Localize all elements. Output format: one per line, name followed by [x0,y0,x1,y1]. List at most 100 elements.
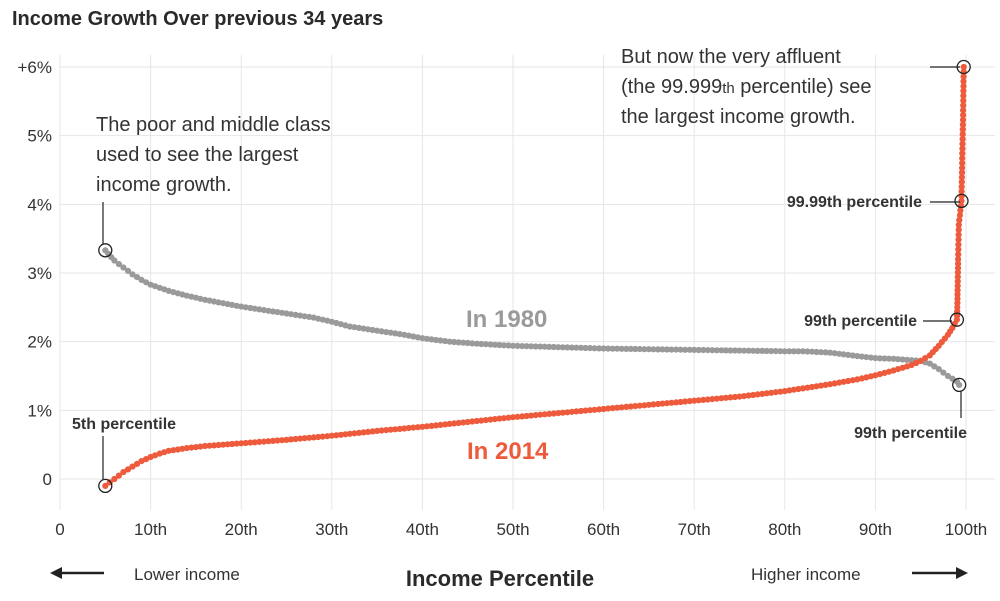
data-point [614,404,621,411]
data-point [242,304,249,311]
data-point [115,472,122,479]
data-point [650,401,657,408]
footer: Lower income Income Percentile Higher in… [50,565,968,591]
data-point [922,355,929,362]
annotation-affluent-line-2-post: percentile) see [735,76,872,98]
footer-lower-income: Lower income [134,565,240,584]
data-point [677,398,684,406]
data-point [845,377,852,385]
data-point [745,347,752,354]
data-point [955,256,962,263]
data-point [351,324,358,331]
data-point [704,347,711,354]
data-point [478,417,485,424]
data-point [546,343,553,350]
data-point [428,422,435,429]
annotation-affluent-line-2: (the 99.999th percentile) see [621,76,871,98]
data-point [854,353,861,360]
data-point [799,385,807,392]
data-point [627,403,634,410]
data-point [673,399,680,406]
annotation-poor-middle-line-3: income growth. [96,174,232,196]
data-point [727,347,734,354]
data-point [577,344,585,351]
data-point [491,341,498,348]
data-point [867,354,875,361]
data-point [956,212,964,219]
data-point [256,438,263,445]
data-point [609,405,616,412]
data-point [528,412,535,419]
data-point [124,466,132,473]
data-point [514,342,521,349]
data-point [378,328,385,335]
data-point [573,344,580,351]
data-point [954,282,961,289]
x-tick-label: 40th [406,520,439,539]
data-point [328,432,335,439]
data-point [960,78,967,85]
data-point [899,356,906,363]
data-point [645,346,653,353]
data-point [894,356,902,363]
data-point [523,412,530,420]
data-point [401,425,408,432]
data-point [192,444,199,451]
data-point [591,345,598,352]
data-point [432,336,440,344]
data-point [740,393,748,400]
data-point [564,344,571,351]
right-arrow-icon [956,567,968,579]
data-point [908,357,915,364]
data-point [464,339,471,347]
data-point [319,433,326,440]
data-point [935,366,942,373]
data-point [546,410,553,417]
data-point [133,274,141,281]
data-point [464,418,471,426]
data-point [605,345,612,352]
data-point [297,435,304,442]
data-point [954,295,961,302]
data-point [360,429,367,436]
x-tick-label: 50th [496,520,529,539]
data-point [532,412,539,419]
data-point [215,441,222,449]
data-point [206,442,213,449]
data-point [650,346,657,353]
data-point [614,345,621,352]
data-point [959,121,967,128]
footer-higher-income: Higher income [751,565,861,584]
data-point [786,348,793,355]
data-point [917,357,924,364]
data-point [955,260,962,267]
data-point [505,342,512,349]
data-point [451,420,458,427]
data-point [959,155,966,162]
data-point [301,313,308,320]
data-point [955,231,962,238]
data-point [346,430,353,437]
annotation-affluent-line-2-pre: (the 99.999 [621,76,722,98]
data-point [632,403,639,410]
y-tick-label: +6% [18,58,53,77]
data-point [133,460,141,467]
data-point [954,278,961,285]
data-point [496,415,503,422]
x-tick-label: 90th [859,520,892,539]
data-point [944,372,952,380]
data-point [959,150,966,157]
series-label-1980: In 1980 [466,306,547,333]
data-point [446,420,453,427]
data-point [686,398,693,405]
data-point [958,183,965,190]
data-point [287,311,295,318]
data-point [722,347,730,354]
data-point [654,400,662,408]
data-point [473,417,480,425]
data-point [831,380,838,387]
data-point [960,87,967,95]
data-point [224,441,231,448]
data-point [718,395,725,402]
data-point [238,440,245,447]
